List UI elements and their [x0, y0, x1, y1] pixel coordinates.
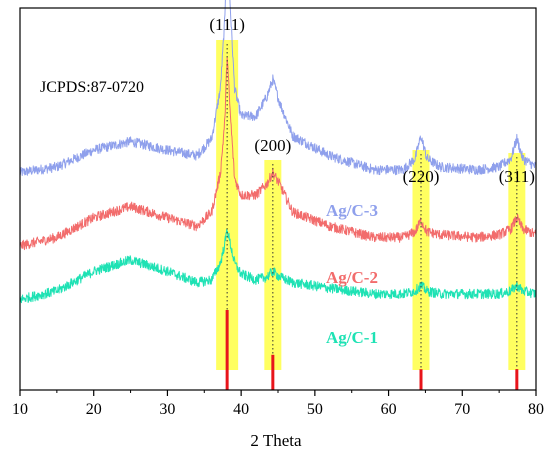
peak-label: (220): [403, 167, 440, 186]
x-tick-label: 30: [159, 401, 175, 418]
peak-label: (200): [254, 136, 291, 155]
series-labels: Ag/C-3 Ag/C-2 Ag/C-1: [326, 201, 378, 347]
x-axis-title: 2 Theta: [250, 431, 302, 450]
series-label: Ag/C-2: [326, 268, 378, 287]
reference-bars: [225, 310, 519, 390]
peak-highlight-band: [412, 150, 430, 370]
x-tick-label: 70: [454, 401, 470, 418]
x-tick-label: 10: [12, 401, 28, 418]
series-lines: [19, 0, 537, 304]
peak-labels: (111) (200) (220) (311): [209, 15, 535, 186]
x-tick-label: 40: [233, 401, 249, 418]
peak-label: (111): [209, 15, 245, 34]
x-tick-label: 20: [86, 401, 102, 418]
x-tick-label: 50: [307, 401, 323, 418]
x-tick-label: 80: [528, 401, 544, 418]
peak-guide-lines: [226, 44, 518, 370]
series-line: [19, 57, 537, 251]
x-axis: 10 20 30 40 50 60 70 80: [12, 390, 544, 418]
series-line: [19, 0, 537, 176]
series-line: [19, 228, 537, 304]
reference-label: JCPDS:87-0720: [40, 79, 144, 96]
series-label: Ag/C-3: [326, 201, 378, 220]
peak-label: (311): [499, 167, 535, 186]
series-label: Ag/C-1: [326, 328, 378, 347]
x-tick-label: 60: [381, 401, 397, 418]
